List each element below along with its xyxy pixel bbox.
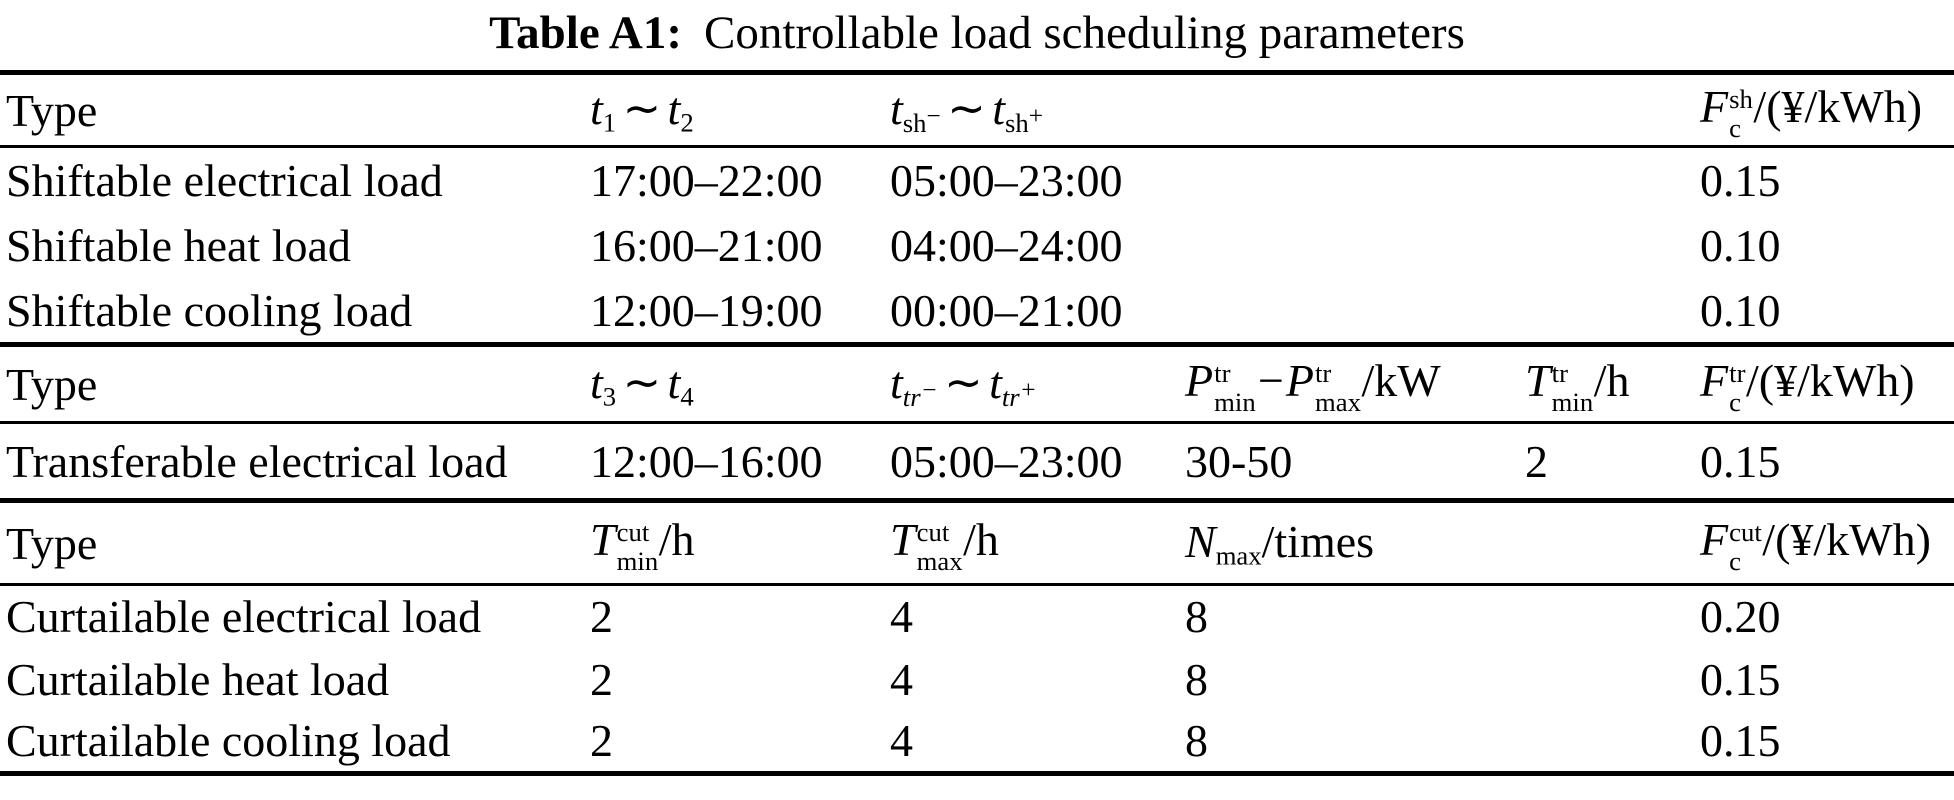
cell-ftr: 0.15	[1700, 435, 1781, 487]
cell-empty	[1525, 648, 1700, 711]
header-empty	[1185, 73, 1525, 147]
cell-tsh-range: 00:00–21:00	[890, 284, 1123, 336]
cell-ttr-range: 05:00–23:00	[890, 435, 1123, 487]
cell-empty	[1185, 213, 1525, 279]
cell-nmax: 8	[1185, 591, 1208, 643]
cell-tcut-max: 4	[890, 715, 913, 767]
cell-tsh-range: 05:00–23:00	[890, 154, 1123, 206]
header-type: Type	[6, 358, 98, 410]
row-label: Transferable electrical load	[6, 435, 508, 487]
cell-empty	[1525, 585, 1700, 648]
header-ttr-range: ttr− ∼ ttr+	[890, 357, 1037, 412]
cell-empty	[1525, 711, 1700, 774]
cell-empty	[1525, 147, 1700, 213]
row-label: Curtailable electrical load	[6, 591, 482, 643]
table-row: Transferable electrical load 12:00–16:00…	[0, 423, 1954, 501]
cell-t3-t4: 12:00–16:00	[590, 435, 823, 487]
cell-empty	[1185, 279, 1525, 345]
cell-fcut: 0.15	[1700, 715, 1781, 767]
cell-fcut: 0.20	[1700, 591, 1781, 643]
cell-t1-t2: 16:00–21:00	[590, 220, 823, 271]
cell-fcut: 0.15	[1700, 653, 1781, 705]
header-t1-t2: t1 ∼ t2	[590, 83, 694, 138]
cell-empty	[1185, 147, 1525, 213]
row-label: Shiftable heat load	[6, 220, 351, 271]
table-caption-text: Controllable load scheduling parameters	[703, 7, 1465, 59]
table-row: Curtailable heat load 2 4 8 0.15	[0, 648, 1954, 711]
header-t3-t4: t3 ∼ t4	[590, 357, 694, 412]
cell-t1-t2: 17:00–22:00	[590, 154, 823, 206]
cell-fsh: 0.15	[1700, 154, 1781, 206]
cell-tcut-min: 2	[590, 715, 613, 767]
cell-ptr-range: 30-50	[1185, 435, 1293, 487]
cell-empty	[1525, 213, 1700, 279]
cell-t1-t2: 12:00–19:00	[590, 284, 823, 336]
cell-ttr-min: 2	[1525, 435, 1548, 487]
header-type: Type	[6, 84, 98, 136]
cell-tcut-min: 2	[590, 653, 613, 705]
cell-nmax: 8	[1185, 715, 1208, 767]
cell-tsh-range: 04:00–24:00	[890, 220, 1123, 271]
table-row: Shiftable cooling load 12:00–19:00 00:00…	[0, 279, 1954, 345]
cell-tcut-min: 2	[590, 591, 613, 643]
header-empty	[1525, 501, 1700, 585]
row-label: Curtailable heat load	[6, 653, 390, 705]
cell-fsh: 0.10	[1700, 284, 1781, 336]
table-row: Shiftable electrical load 17:00–22:00 05…	[0, 147, 1954, 213]
row-label: Shiftable electrical load	[6, 154, 443, 206]
table-row: Curtailable electrical load 2 4 8 0.20	[0, 585, 1954, 648]
header-tsh-range: tsh− ∼ tsh+	[890, 83, 1044, 138]
table-row: Shiftable heat load 16:00–21:00 04:00–24…	[0, 213, 1954, 279]
header-empty	[1525, 73, 1700, 147]
cell-nmax: 8	[1185, 653, 1208, 705]
cell-fsh: 0.10	[1700, 220, 1781, 271]
table-row: Curtailable cooling load 2 4 8 0.15	[0, 711, 1954, 774]
header-type: Type	[6, 517, 98, 569]
table-caption-label: Table A1:	[489, 7, 682, 59]
header-nmax: Nmax/times	[1185, 515, 1375, 571]
cell-tcut-max: 4	[890, 653, 913, 705]
cell-empty	[1525, 279, 1700, 345]
table-caption: Table A1: Controllable load scheduling p…	[0, 0, 1954, 66]
cell-tcut-max: 4	[890, 591, 913, 643]
row-label: Curtailable cooling load	[6, 715, 451, 767]
row-label: Shiftable cooling load	[6, 284, 413, 336]
